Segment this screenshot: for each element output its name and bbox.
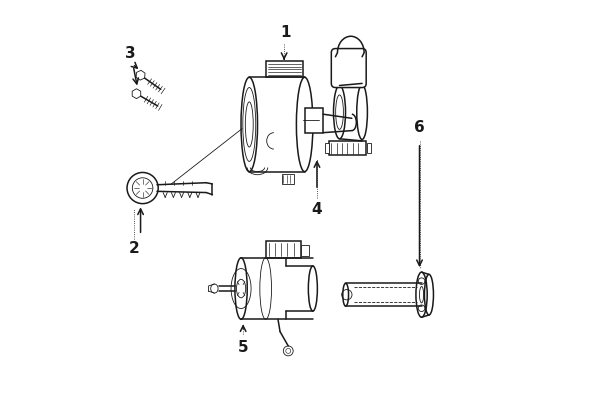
Text: 2: 2 (129, 241, 140, 256)
Bar (266, 61, 303, 77)
Bar (330, 141, 366, 155)
Text: 3: 3 (125, 46, 136, 61)
Polygon shape (132, 89, 141, 99)
Text: 6: 6 (414, 120, 425, 135)
Text: 1: 1 (280, 25, 291, 40)
Bar (266, 241, 300, 258)
Text: 4: 4 (312, 202, 322, 217)
Bar (300, 245, 309, 256)
Ellipse shape (211, 284, 218, 293)
Polygon shape (136, 70, 145, 80)
Bar (282, 174, 294, 184)
Bar (325, 143, 330, 153)
Text: 5: 5 (238, 340, 248, 355)
Bar (304, 108, 323, 133)
Bar (367, 143, 371, 153)
FancyBboxPatch shape (331, 49, 366, 88)
